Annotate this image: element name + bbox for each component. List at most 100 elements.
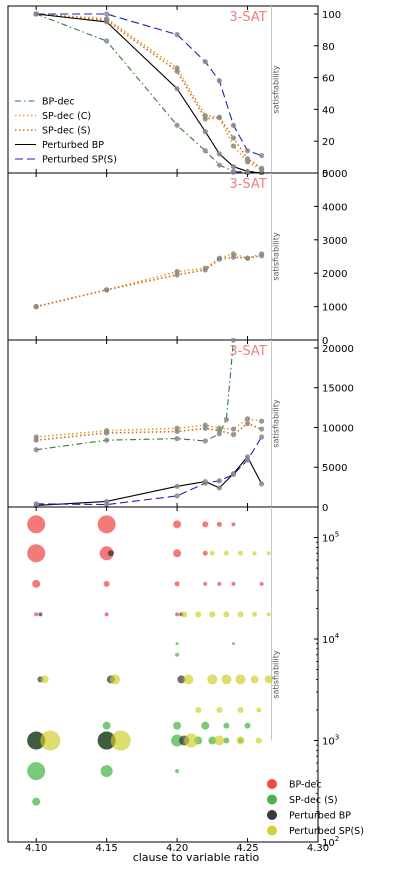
data-point [259, 481, 265, 487]
series-line [36, 422, 262, 441]
y-tick-label: 60 [322, 74, 335, 85]
bubble [27, 515, 46, 534]
data-point [230, 432, 237, 438]
bubble [173, 721, 182, 730]
bubble [40, 675, 49, 684]
legend-label: SP-dec (S) [289, 795, 338, 806]
bubble [40, 730, 61, 751]
bubble [27, 762, 46, 781]
y-tick-label: 2000 [322, 269, 347, 280]
bubble [173, 520, 182, 529]
bubble [38, 612, 43, 617]
data-point [259, 171, 265, 173]
data-point [259, 165, 265, 171]
bubble [266, 551, 271, 556]
bubble [171, 734, 184, 747]
y-tick-label: 3000 [322, 236, 347, 247]
y-tick-label: 1000 [322, 303, 347, 314]
data-point [230, 122, 237, 128]
data-point [259, 152, 265, 159]
series-line [36, 339, 235, 451]
data-point [216, 114, 222, 120]
bubble [237, 706, 244, 713]
legend-label: Perturbed SP(S) [289, 826, 364, 837]
data-point [174, 272, 180, 278]
legend-label: SP-dec (C) [42, 111, 91, 122]
data-point [202, 129, 208, 135]
x-axis: clause to variable ratio 4.10 4.15 4.20 4.2… [25, 843, 329, 864]
data-point [202, 267, 208, 273]
legend-label: SP-dec (S) [42, 126, 91, 137]
data-point [230, 164, 237, 170]
data-point [104, 38, 110, 44]
bubble [244, 722, 251, 729]
y-axis-label: satisfiability [272, 232, 281, 280]
data-point [174, 483, 180, 489]
panel-title: 3-SAT [229, 10, 266, 25]
data-point [216, 78, 222, 84]
legend-swatch [267, 779, 277, 789]
data-point [33, 501, 39, 507]
data-point [230, 254, 237, 260]
bubble [255, 737, 262, 744]
data-point [244, 171, 251, 174]
bubble [231, 642, 235, 646]
data-point [259, 418, 265, 424]
data-point [104, 430, 110, 436]
bubble [173, 549, 182, 558]
bubble [203, 581, 208, 586]
y-tick-label: 100 [322, 10, 341, 21]
y-axis-label: satisfiability [272, 65, 281, 113]
data-point [230, 135, 237, 141]
bubble [202, 550, 208, 556]
data-point [244, 420, 251, 427]
legend-label: Perturbed SP(S) [42, 155, 117, 166]
series-layer [33, 171, 265, 310]
data-point [230, 143, 237, 149]
y-tick-label: 15000 [322, 384, 354, 395]
bubble [175, 642, 179, 646]
data-point [104, 437, 110, 443]
panel-1: satisfiability 0 20 40 60 80 100 3-SAT BP-dec SP-… [7, 5, 341, 180]
y-tick-label: 103 [322, 734, 339, 748]
y-tick-label: 0 [322, 503, 328, 514]
bubble [181, 611, 188, 618]
series-layer [33, 338, 265, 509]
data-point [244, 457, 251, 463]
x-tick-label: 4.15 [96, 843, 118, 854]
bubble [209, 550, 215, 556]
data-point [259, 434, 265, 440]
bubble [250, 675, 259, 684]
data-point [33, 304, 39, 310]
bubble [207, 674, 218, 685]
data-point [216, 256, 222, 262]
data-point [216, 428, 222, 434]
data-point [174, 122, 180, 128]
bubble [221, 674, 232, 685]
data-point [223, 416, 230, 423]
series-layer [33, 11, 265, 175]
data-point [230, 338, 237, 343]
bubble [184, 733, 199, 748]
y-tick-label: 104 [322, 632, 340, 646]
bubble [97, 731, 116, 750]
data-point [104, 287, 110, 293]
series-line [36, 13, 262, 157]
bubble [27, 731, 46, 750]
bubble [264, 675, 273, 684]
y-tick-label: 80 [322, 42, 335, 53]
bubble [252, 611, 258, 617]
bubble [103, 580, 110, 587]
data-point [216, 485, 222, 491]
bubble [223, 611, 230, 618]
data-point [259, 426, 265, 432]
data-point [202, 116, 208, 122]
panel-title: 3-SAT [229, 344, 266, 359]
panel-title: 3-SAT [229, 177, 266, 192]
data-point [33, 437, 39, 443]
bubble [216, 521, 222, 527]
panel-3: satisfiability 0 5000 10000 15000 20000 3-SAT [7, 338, 354, 514]
bubble [237, 611, 244, 618]
